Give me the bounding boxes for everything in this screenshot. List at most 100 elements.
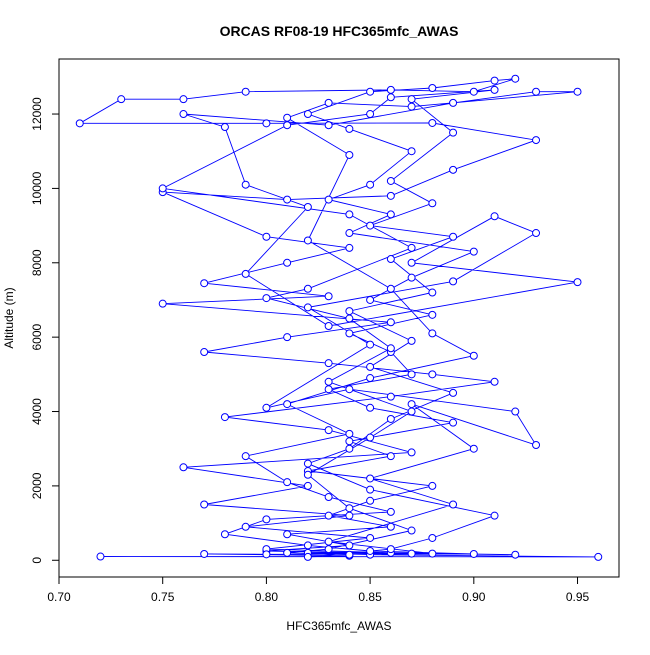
data-point (469, 549, 478, 558)
data-point (407, 370, 416, 379)
x-tick-label: 0.95 (566, 590, 590, 604)
data-point (345, 550, 354, 559)
data-point (200, 549, 209, 558)
data-point (241, 269, 250, 278)
data-point (490, 76, 499, 85)
data-point (386, 318, 395, 327)
data-point (345, 437, 354, 446)
data-point (303, 203, 312, 211)
data-point (324, 321, 333, 330)
data-point (324, 121, 333, 130)
data-point (366, 87, 375, 96)
data-point (366, 403, 375, 412)
data-point (283, 478, 292, 487)
chart-title: ORCAS RF08-19 HFC365mfc_AWAS (220, 23, 459, 39)
y-tick-label: 10000 (30, 171, 44, 205)
data-point (386, 545, 395, 554)
data-point (324, 511, 333, 520)
data-line (78, 78, 599, 558)
data-point (469, 351, 478, 360)
data-point (324, 359, 333, 368)
data-point (345, 511, 354, 520)
x-tick-label: 0.90 (462, 590, 486, 604)
data-point (511, 74, 520, 83)
data-point (324, 385, 333, 394)
data-point (532, 440, 541, 449)
data-point (386, 255, 395, 264)
data-point (407, 400, 416, 409)
data-point (386, 522, 395, 531)
data-point (366, 180, 375, 189)
data-point (96, 552, 105, 561)
data-point (283, 195, 292, 204)
data-point (532, 87, 541, 96)
data-point (469, 87, 478, 96)
data-point (366, 221, 375, 230)
data-point (386, 344, 395, 353)
data-point (366, 433, 375, 442)
data-point (428, 533, 437, 542)
data-point (407, 147, 416, 156)
data-point (283, 121, 292, 130)
data-point (449, 418, 458, 427)
data-point (200, 500, 209, 509)
data-point (594, 552, 603, 561)
data-point (490, 511, 499, 520)
data-point (449, 98, 458, 107)
data-point (366, 546, 375, 555)
data-point (366, 362, 375, 371)
y-tick-label: 2000 (30, 472, 44, 499)
data-point (428, 199, 437, 208)
data-point (407, 526, 416, 535)
data-point (345, 504, 354, 513)
data-point (345, 307, 354, 316)
data-point (366, 295, 375, 304)
data-point (345, 541, 354, 550)
data-point (117, 95, 126, 104)
x-axis-label: HFC365mfc_AWAS (286, 619, 391, 633)
data-point (428, 84, 437, 93)
data-point (283, 258, 292, 267)
data-point (324, 195, 333, 204)
data-point (324, 493, 333, 502)
data-point (179, 463, 188, 472)
data-point (407, 336, 416, 345)
data-point (179, 95, 188, 104)
data-point (345, 314, 354, 323)
data-point (386, 210, 395, 219)
data-point (75, 119, 84, 128)
data-point (469, 247, 478, 256)
data-point (407, 407, 416, 416)
data-point (366, 340, 375, 349)
data-point (428, 370, 437, 379)
data-point (241, 522, 250, 531)
data-point (366, 533, 375, 542)
data-point (428, 118, 437, 127)
data-point (158, 299, 167, 308)
data-point (324, 98, 333, 107)
data-point (324, 292, 333, 301)
data-point (303, 236, 312, 245)
data-point (386, 93, 395, 102)
data-point (366, 485, 375, 494)
data-point (241, 452, 250, 461)
data-point (407, 549, 416, 558)
data-point (428, 549, 437, 558)
x-tick-label: 0.80 (255, 590, 279, 604)
data-point (407, 102, 416, 111)
x-tick-label: 0.85 (358, 590, 382, 604)
y-tick-label: 12000 (30, 97, 44, 131)
data-point (386, 85, 395, 94)
x-tick-label: 0.70 (47, 590, 71, 604)
data-point (220, 123, 229, 132)
data-point (324, 426, 333, 435)
data-point (407, 95, 416, 104)
data-point (386, 191, 395, 200)
data-point (407, 273, 416, 282)
data-point (428, 288, 437, 297)
data-point (262, 119, 271, 128)
data-point (303, 459, 312, 468)
y-tick-label: 6000 (30, 323, 44, 350)
data-point (449, 277, 458, 286)
data-point (283, 530, 292, 539)
